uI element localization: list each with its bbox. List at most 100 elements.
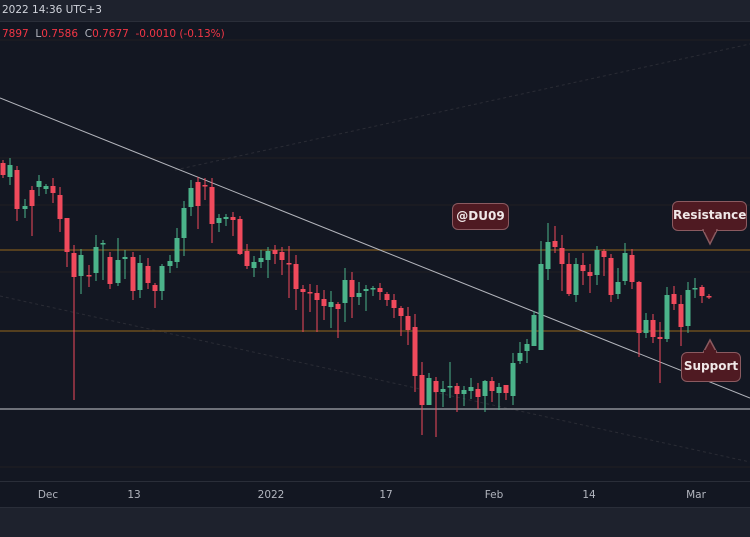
candle-body-down [230,217,236,220]
candle-body-down [209,187,215,224]
candle-body-down [587,272,593,276]
candle-body-up [482,381,488,396]
candle-body-up [43,186,49,189]
candle-body-down [433,381,439,392]
candle-body-down [286,263,292,265]
candle-body-down [377,288,383,292]
candle-body-up [188,188,194,207]
candle-body-down [419,375,425,405]
candle-body-down [559,248,565,264]
candle-body-down [678,304,684,327]
x-axis-tick-label: Dec [37,489,59,501]
candle-body-up [251,262,257,268]
low-value: 0.7586 [41,28,79,40]
candle-body-down [552,241,558,247]
candle-body-up [510,363,516,396]
candle-body-down [601,251,607,257]
candle-body-down [71,253,77,277]
candle-body-up [342,280,348,303]
candle-body-down [349,280,355,297]
candle-body-down [272,250,278,254]
resistance-label: Resistance [673,208,747,222]
candle-body-down [107,257,113,284]
candle-body-up [36,181,42,187]
candle-body-down [636,282,642,333]
candle-body-up [496,387,502,393]
low-label: L [35,28,42,40]
candle-body-up [447,386,453,388]
candle-body-up [440,389,446,392]
candle-body-down [412,327,418,376]
candle-body-down [293,264,299,289]
candle-body-down [566,264,572,294]
candle-body-up [370,288,376,290]
candle-body-down [195,182,201,206]
ohlc-legend: 7897 L0.7586 C0.7677 -0.0010 (-0.13%) [2,28,225,40]
support-label: Support [683,359,739,373]
candle-body-up [181,208,187,238]
candle-body-down [279,252,285,260]
candle-body-down [307,292,313,294]
channel-line-lower [0,295,750,463]
candle-body-up [122,257,128,259]
candle-body-down [398,308,404,316]
x-axis-tick-label: 2022 [257,489,285,501]
candle-body-down [489,381,495,391]
candle-body-down [699,287,705,296]
time-axis[interactable]: Dec 13 2022 17 Feb 14 Mar [0,481,750,508]
candle-body-up [517,353,523,361]
candle-body-up [468,387,474,391]
candle-body-up [100,243,106,245]
candle-body-down [0,163,6,175]
candle-body-down [580,265,586,271]
candle-body-up [426,378,432,405]
candle-body-down [657,337,663,339]
candle-body-up [223,217,229,219]
candle-body-up [137,263,143,290]
candle-body-up [328,302,334,307]
candle-body-down [300,289,306,292]
candle-body-up [594,250,600,275]
candle-body-down [503,385,509,393]
candle-body-up [685,290,691,326]
candle-body-down [391,300,397,308]
candle-body-down [64,218,70,252]
resistance-callout: Resistance [672,201,747,231]
candle-body-down [475,389,481,397]
close-value: 0.7677 [92,28,129,40]
candle-body-up [258,258,264,262]
candle-body-down [57,195,63,219]
candle-body-up [573,264,579,295]
candle-body-up [615,282,621,294]
close-label: C [84,28,93,40]
candle-body-up [265,251,271,260]
timestamp: 2022 14:36 UTC+3 [2,4,102,16]
support-callout: Support [681,352,741,382]
candle-body-up [524,344,530,351]
change-value: -0.0010 (-0.13%) [135,28,225,40]
bottom-toolbar [0,507,750,537]
candle-body-up [622,253,628,281]
candle-body-up [664,295,670,339]
candle-body-down [671,294,677,304]
candle-body-down [454,386,460,394]
candle-body-down [50,186,56,193]
candle-body-down [314,293,320,300]
candle-body-down [202,185,208,187]
candle-body-up [22,206,28,209]
x-axis-tick-label: Mar [686,489,706,501]
watermark-callout: @DU09 [452,203,509,230]
candle-body-down [384,294,390,300]
candle-body-down [321,299,327,306]
candle-body-up [363,289,369,291]
candle-body-down [145,266,151,283]
chart-header-bar: 2022 14:36 UTC+3 [0,0,750,22]
price-chart-canvas[interactable] [0,0,750,481]
candle-body-up [174,238,180,262]
candle-body-up [545,242,551,269]
descending-trendline [0,97,750,399]
candle-body-up [461,390,467,394]
candle-body-down [130,257,136,291]
candle-body-up [167,261,173,266]
candle-body-up [643,320,649,333]
